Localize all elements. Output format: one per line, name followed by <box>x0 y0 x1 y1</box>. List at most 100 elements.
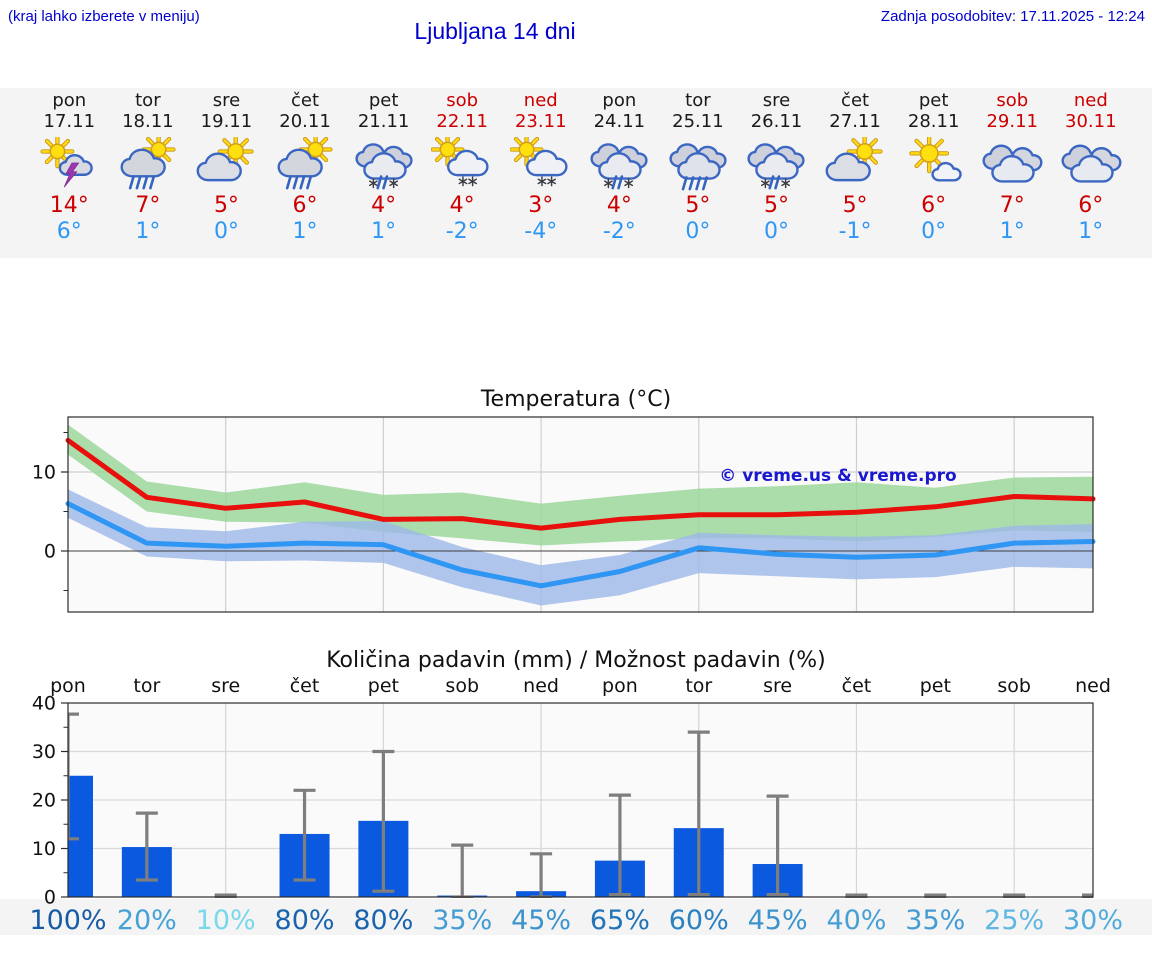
day-date: 26.11 <box>750 111 803 132</box>
axis-day-label: pon <box>602 675 638 697</box>
low-temp: 0° <box>921 219 947 244</box>
precip-probability: 20% <box>117 905 177 936</box>
forecast-strip: pon 17.11 14° 6° tor 18.11 7° 1° sre 19.11 5° 0° čet… <box>0 88 1152 258</box>
precip-probability: 35% <box>432 905 492 936</box>
precip-probability: 25% <box>984 905 1044 936</box>
sun-snow-icon <box>431 137 493 187</box>
day-column: tor 18.11 7° 1° <box>109 88 188 258</box>
precip-probability: 45% <box>511 905 571 936</box>
high-temp: 7° <box>135 193 161 218</box>
day-name: ned <box>523 90 558 111</box>
precip-probability: 10% <box>196 905 256 936</box>
day-name: pon <box>602 90 637 111</box>
high-temp: 4° <box>449 193 475 218</box>
precip-probability: 80% <box>353 905 413 936</box>
precip-probability: 65% <box>590 905 650 936</box>
precip-probability: 40% <box>826 905 886 936</box>
low-temp: 1° <box>1078 219 1104 244</box>
low-temp: 1° <box>999 219 1025 244</box>
day-date: 17.11 <box>43 111 96 132</box>
high-temp: 14° <box>49 193 89 218</box>
day-column: sre 26.11 5° 0° <box>737 88 816 258</box>
day-column: sob 22.11 4° -2° <box>423 88 502 258</box>
header: (kraj lahko izberete v meniju) Ljubljana… <box>0 0 1152 60</box>
menu-hint-link[interactable]: (kraj lahko izberete v meniju) <box>8 8 200 25</box>
low-temp: -1° <box>838 219 872 244</box>
precip-probability: 45% <box>748 905 808 936</box>
low-temp: 1° <box>371 219 397 244</box>
sun-cloud-icon <box>195 137 255 191</box>
day-column: pet 28.11 6° 0° <box>894 88 973 258</box>
day-column: čet 20.11 6° 1° <box>266 88 345 258</box>
day-name: čet <box>841 90 870 111</box>
sun-small-cloud-icon <box>908 137 965 191</box>
day-column: sob 29.11 7° 1° <box>973 88 1052 258</box>
axis-day-label: pet <box>368 675 399 697</box>
sleet-icon <box>588 137 650 190</box>
low-temp: 0° <box>213 219 239 244</box>
day-name: sob <box>446 90 479 111</box>
precip-probability: 80% <box>275 905 335 936</box>
low-temp: -4° <box>524 219 558 244</box>
low-temp: 0° <box>685 219 711 244</box>
precip-probability: 60% <box>669 905 729 936</box>
high-temp: 6° <box>292 193 318 218</box>
axis-day-label: čet <box>842 675 872 697</box>
axis-day-label: sob <box>445 675 479 697</box>
day-name: pet <box>918 90 949 111</box>
precip-ytick-label: 20 <box>32 790 56 812</box>
precip-chart-title: Količina padavin (mm) / Možnost padavin … <box>326 648 826 673</box>
temp-ytick-label: 0 <box>44 541 56 563</box>
sun-cloud-lightning-icon <box>40 137 100 188</box>
low-temp: 1° <box>292 219 318 244</box>
axis-day-label: ned <box>1075 675 1111 697</box>
day-date: 19.11 <box>200 111 253 132</box>
day-date: 23.11 <box>514 111 567 132</box>
axis-day-label: ned <box>523 675 559 697</box>
high-temp: 7° <box>999 193 1025 218</box>
rain-icon <box>667 137 729 191</box>
day-name: sre <box>212 90 241 111</box>
day-column: pet 21.11 4° 1° <box>344 88 423 258</box>
high-temp: 5° <box>842 193 868 218</box>
low-temp: 6° <box>56 219 82 244</box>
axis-day-label: pon <box>50 675 86 697</box>
day-date: 29.11 <box>986 111 1038 132</box>
day-column: sre 19.11 5° 0° <box>187 88 266 258</box>
axis-day-label: pet <box>920 675 951 697</box>
low-temp: 1° <box>135 219 161 244</box>
day-name: pon <box>52 90 87 111</box>
day-column: ned 30.11 6° 1° <box>1052 88 1131 258</box>
day-date: 27.11 <box>829 111 881 132</box>
high-temp: 5° <box>213 193 239 218</box>
day-column: tor 25.11 5° 0° <box>659 88 738 258</box>
precip-probability: 35% <box>905 905 965 936</box>
watermark: © vreme.us & vreme.pro <box>719 466 956 486</box>
day-column: ned 23.11 3° -4° <box>501 88 580 258</box>
day-name: tor <box>135 90 161 111</box>
precip-probability: 30% <box>1063 905 1123 936</box>
sun-snow-icon <box>509 137 572 187</box>
precip-ytick-label: 0 <box>44 887 56 909</box>
precip-ytick-label: 40 <box>32 693 56 715</box>
temperature-chart-title: Temperatura (°C) <box>480 387 672 412</box>
temp-ytick-label: 10 <box>32 462 56 484</box>
axis-day-label: sre <box>211 675 240 697</box>
day-column: čet 27.11 5° -1° <box>816 88 895 258</box>
day-date: 28.11 <box>907 111 960 132</box>
low-temp: -2° <box>445 219 479 244</box>
day-name: pet <box>368 90 399 111</box>
axis-day-label: sre <box>763 675 792 697</box>
high-temp: 6° <box>921 193 947 218</box>
sleet-icon <box>353 137 415 190</box>
sun-cloud-icon <box>824 137 883 191</box>
day-name: sre <box>762 90 791 111</box>
high-temp: 3° <box>528 193 554 218</box>
day-name: tor <box>685 90 711 111</box>
sun-rain-icon <box>274 137 333 190</box>
day-date: 18.11 <box>122 111 174 132</box>
cloudy-icon <box>1060 137 1122 191</box>
axis-day-label: tor <box>133 675 160 697</box>
